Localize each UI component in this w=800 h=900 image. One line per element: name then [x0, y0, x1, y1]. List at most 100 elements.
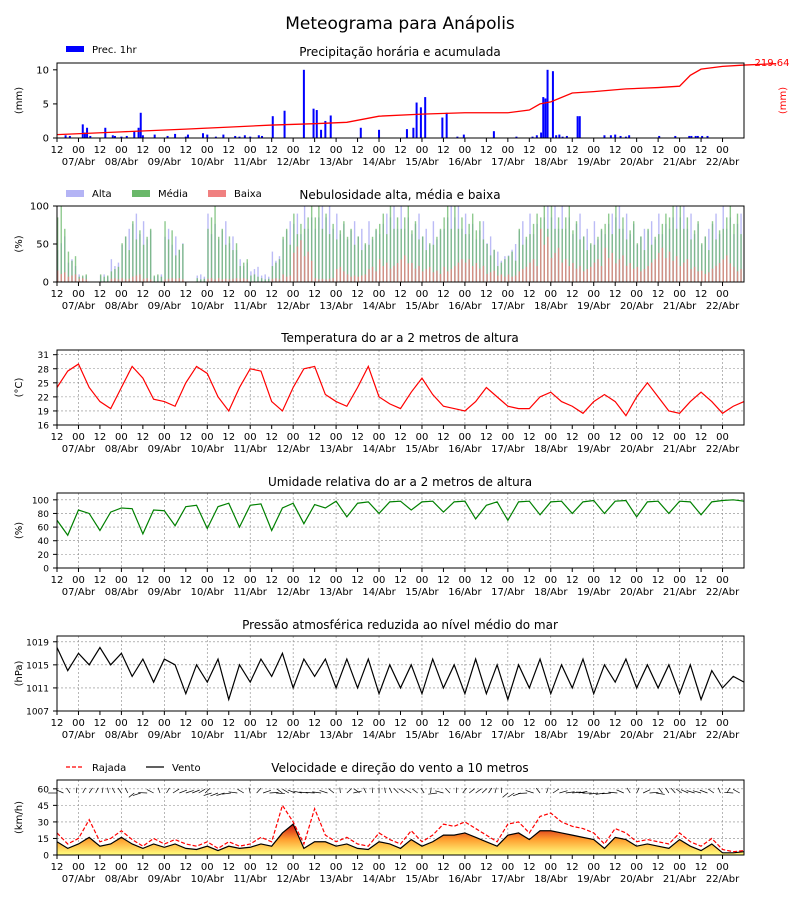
y-tick-label: 60: [38, 785, 50, 795]
x-tick-label: 00: [501, 575, 514, 586]
cloud-bar: [618, 259, 621, 282]
x-tick-label: 12: [609, 718, 622, 729]
x-tick-label: 00: [716, 289, 729, 300]
wind-direction-arrow: [601, 792, 611, 795]
y-axis-label: (%): [14, 235, 25, 252]
wind-direction-arrow: [346, 788, 352, 794]
x-tick-label: 00: [330, 432, 343, 443]
cloud-bar: [708, 272, 710, 282]
cloud-bar: [557, 247, 560, 282]
cloud-bar: [597, 259, 599, 282]
cloud-bar: [275, 278, 277, 282]
precip-bar: [609, 135, 612, 138]
cloud-bar: [457, 262, 460, 282]
wind-direction-arrow: [157, 787, 161, 794]
cloud-bar: [718, 263, 721, 282]
cloud-bar: [665, 213, 667, 282]
x-tick-label: 00: [244, 862, 257, 873]
cloud-bar: [396, 263, 399, 282]
x-tick-label: 00: [72, 862, 85, 873]
x-tick-label: 00: [287, 575, 300, 586]
wind-direction-arrow: [146, 789, 154, 794]
x-tick-label: 00: [459, 718, 472, 729]
wind-direction-arrow: [435, 790, 444, 794]
cloud-bar: [71, 275, 73, 282]
cloud-bar: [650, 262, 653, 282]
x-date-label: 15/Abr: [405, 157, 439, 168]
wind-direction-arrow: [198, 788, 206, 794]
cloud-bar: [110, 278, 113, 282]
cloud-bar: [590, 243, 592, 282]
wind-direction-arrow: [692, 790, 702, 794]
gust-line: [56, 803, 745, 853]
wind-direction-arrow: [88, 787, 93, 794]
x-tick-label: 12: [437, 862, 450, 873]
wind-direction-arrow: [262, 789, 272, 794]
cloud-bar: [629, 230, 631, 282]
cloud-bar: [654, 259, 656, 282]
precip-bar: [261, 135, 264, 138]
precip-bar: [492, 131, 495, 138]
cloud-bar: [257, 266, 259, 282]
x-tick-label: 00: [416, 432, 429, 443]
y-tick-label: 1015: [26, 661, 49, 671]
x-date-label: 08/Abr: [105, 730, 139, 741]
x-tick-label: 00: [630, 718, 643, 729]
wind-direction-arrow: [658, 787, 663, 794]
precip-bar: [133, 131, 136, 138]
panel-title: Temperatura do ar a 2 metros de altura: [280, 331, 519, 345]
cloud-bar: [364, 274, 367, 282]
cloud-bar: [457, 228, 460, 282]
cloud-bar: [310, 260, 313, 282]
legend-swatch: [132, 190, 150, 197]
x-tick-label: 12: [523, 575, 536, 586]
cloud-bar: [253, 274, 256, 282]
cloud-bar: [239, 278, 241, 282]
cloud-bar: [139, 274, 141, 282]
x-tick-label: 00: [673, 145, 686, 156]
cloud-bar: [396, 217, 399, 282]
cloud-bar: [343, 271, 345, 282]
cloud-bar: [268, 278, 270, 282]
cloud-bar: [379, 259, 381, 282]
precip-bar: [694, 135, 697, 138]
x-tick-label: 00: [244, 432, 257, 443]
cloud-bar: [74, 256, 77, 282]
x-date-label: 12/Abr: [276, 874, 310, 885]
x-tick-label: 12: [51, 145, 64, 156]
wind-area: [57, 824, 744, 855]
x-tick-label: 00: [544, 289, 557, 300]
x-date-label: 08/Abr: [105, 874, 139, 885]
x-tick-label: 12: [394, 289, 407, 300]
cloud-bar: [547, 236, 549, 282]
x-tick-label: 12: [308, 718, 321, 729]
cloud-bar: [697, 271, 699, 282]
x-tick-label: 12: [265, 145, 278, 156]
x-tick-label: 00: [587, 862, 600, 873]
precip-bar: [565, 135, 568, 138]
precip-bar: [120, 136, 123, 138]
precip-bar: [139, 112, 142, 138]
x-tick-label: 00: [630, 145, 643, 156]
x-tick-label: 00: [630, 289, 643, 300]
cloud-bar: [389, 268, 392, 282]
x-tick-label: 00: [587, 575, 600, 586]
x-date-label: 10/Abr: [191, 587, 225, 598]
cloud-bar: [514, 260, 517, 282]
x-date-label: 20/Abr: [620, 301, 654, 312]
cloud-bar: [640, 271, 642, 282]
x-tick-label: 12: [51, 575, 64, 586]
x-tick-label: 12: [265, 575, 278, 586]
x-date-label: 20/Abr: [620, 730, 654, 741]
cloud-bar: [561, 228, 563, 282]
cloud-bar: [368, 244, 370, 282]
cloud-bar: [418, 265, 420, 282]
x-tick-label: 12: [609, 145, 622, 156]
precip-bar: [535, 135, 538, 138]
cloud-bar: [514, 275, 517, 282]
x-tick-label: 00: [673, 718, 686, 729]
x-tick-label: 12: [394, 862, 407, 873]
x-tick-label: 00: [630, 432, 643, 443]
cloud-bar: [579, 265, 581, 282]
cloud-bar: [350, 276, 352, 282]
